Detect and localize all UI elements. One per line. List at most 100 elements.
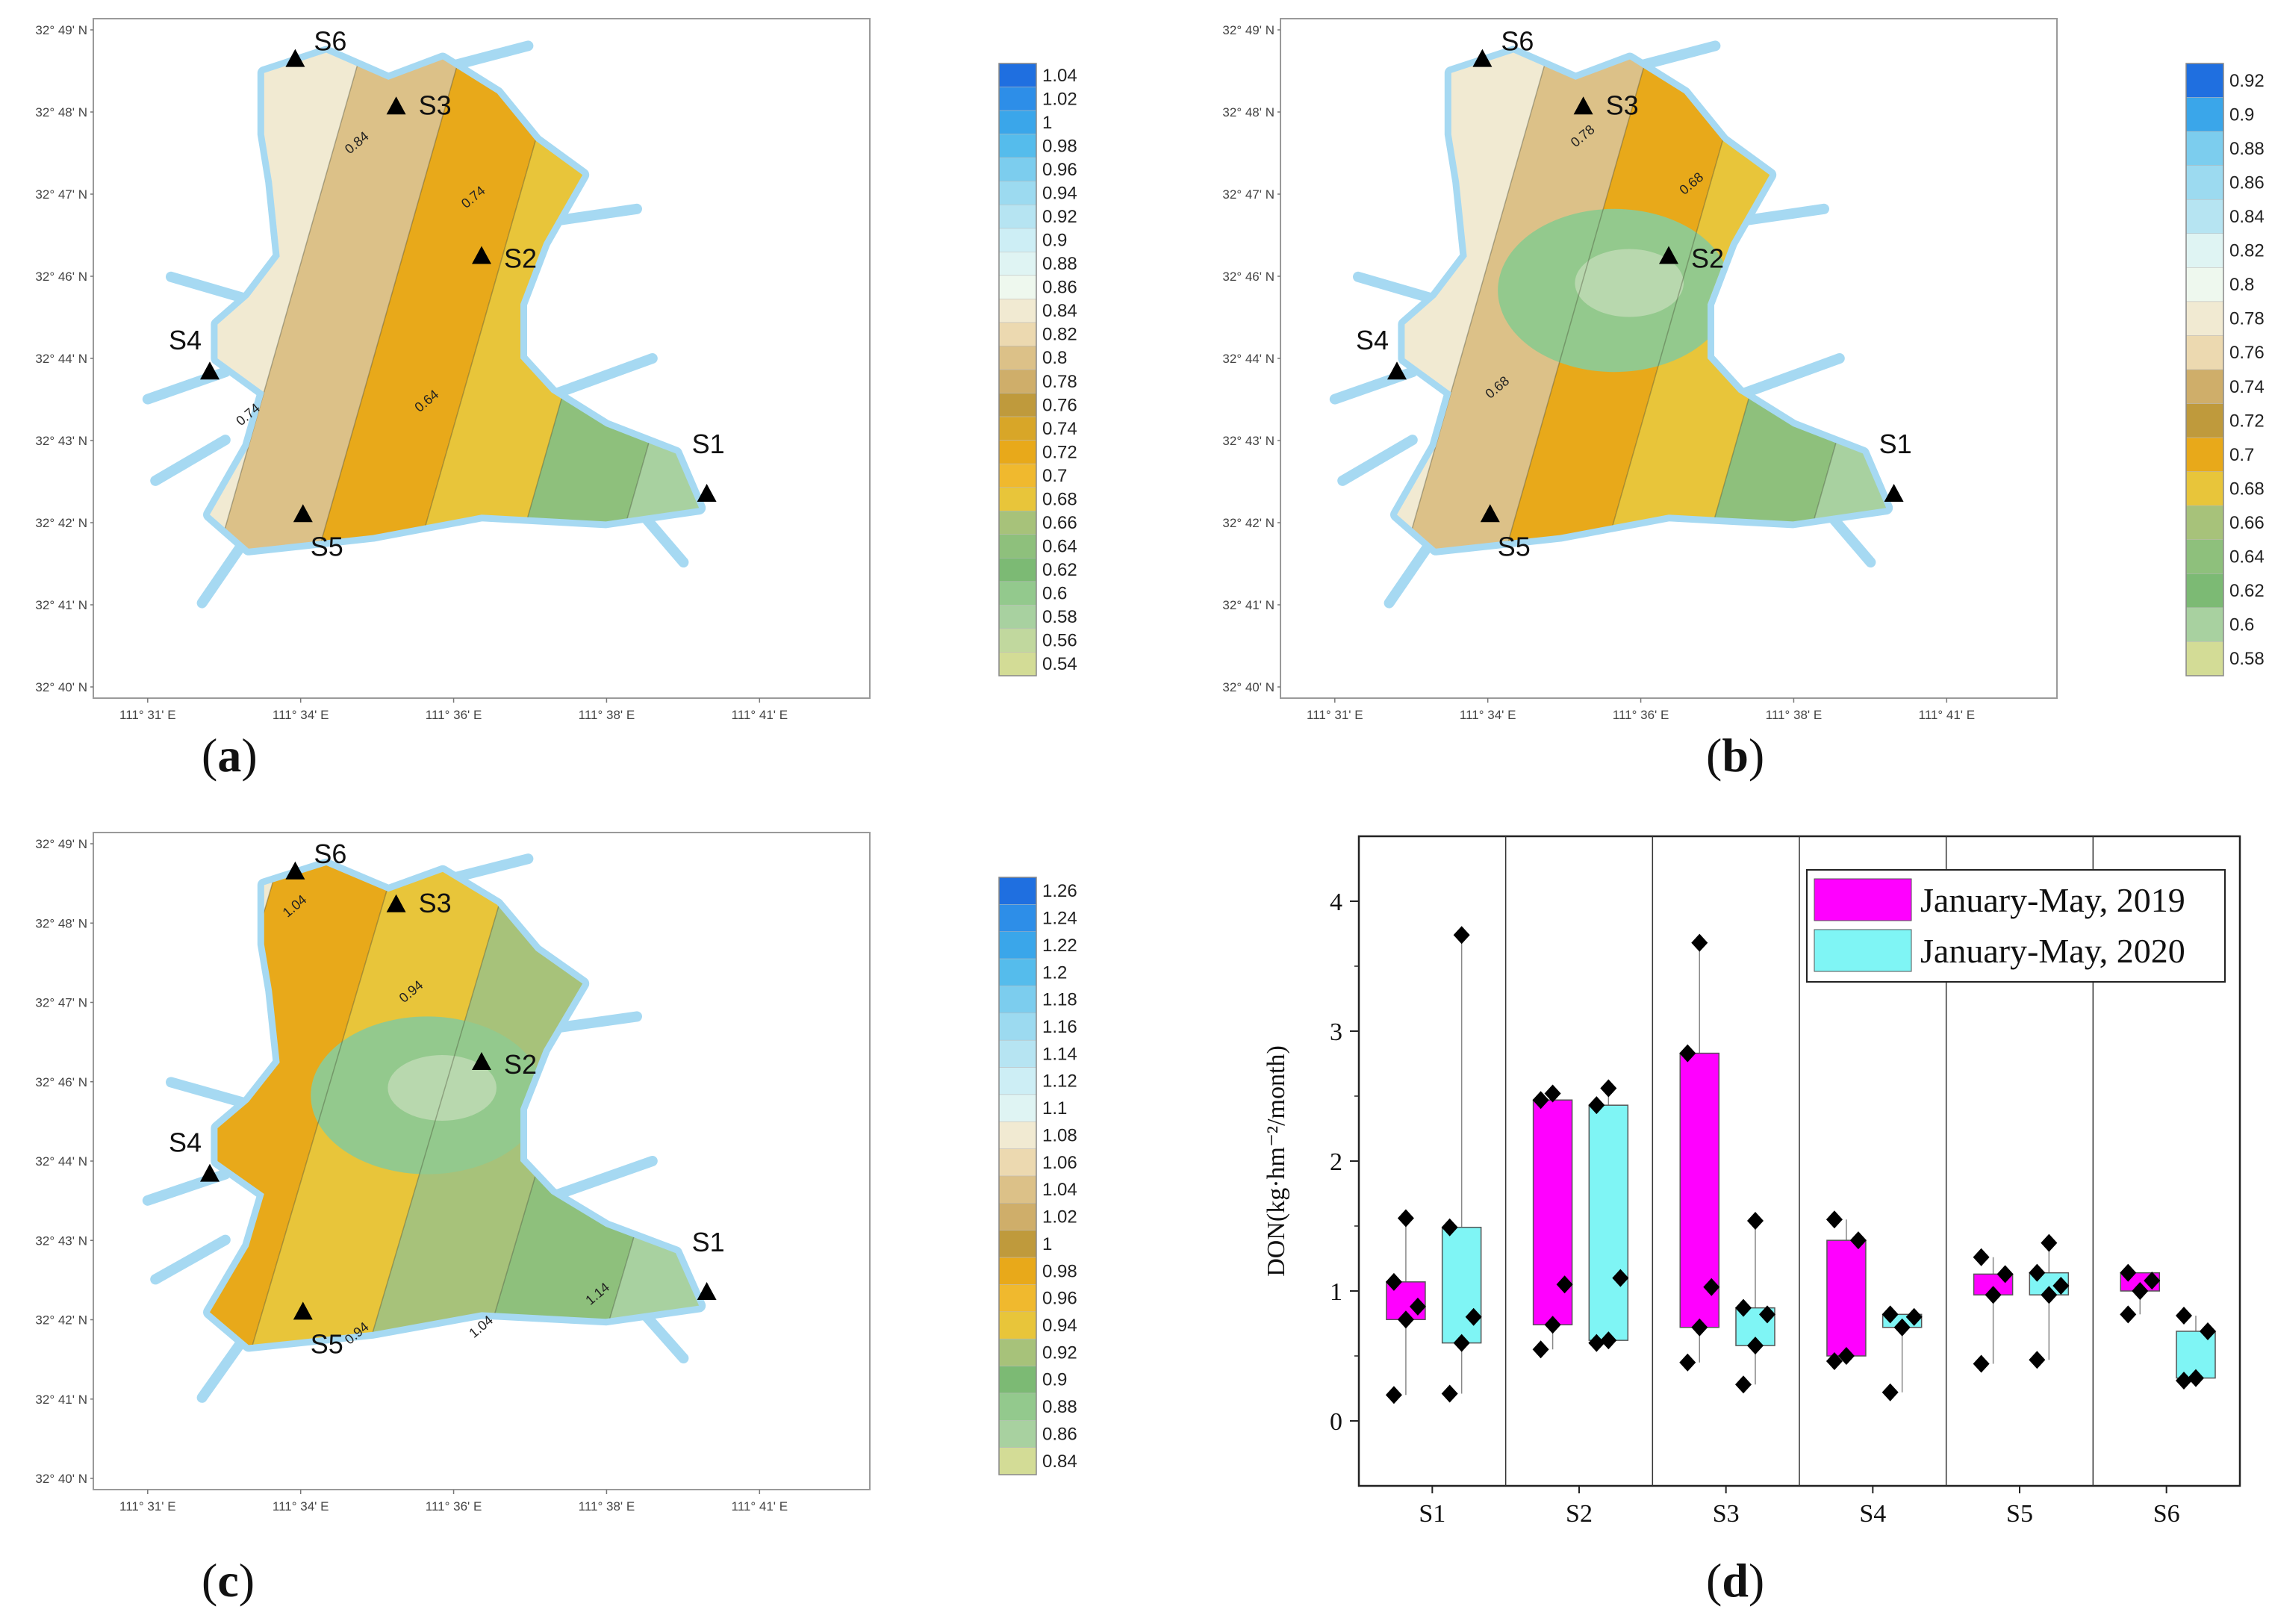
station-marker-s6 [1472,49,1493,67]
legend-label: 0.92 [1042,1343,1077,1363]
legend-label: 0.9 [1042,231,1067,251]
lat-tick-label: 32° 47' N [35,996,87,1010]
contour-band [210,52,471,549]
legend-frame [998,63,1037,676]
station-label-s3: S3 [419,90,452,120]
legend-swatch [998,931,1037,959]
legend-label: 0.98 [1042,1261,1077,1281]
legend-swatch [998,581,1037,606]
tributary-arm [632,1300,689,1363]
legend-swatch [998,958,1037,986]
data-point [2120,1263,2137,1282]
tributary-arm [1741,353,1845,398]
y-tick-label: 3 [1330,1018,1342,1046]
lat-tick-label: 32° 43' N [35,434,87,448]
data-point [1453,1334,1470,1352]
legend-swatch [998,1311,1037,1340]
data-point [2200,1322,2216,1340]
legend-label: 0.96 [1042,160,1077,180]
station-marker-s6 [285,861,305,880]
legend-swatch [998,63,1037,87]
station-label-s3: S3 [419,888,452,918]
data-point [1544,1316,1561,1334]
legend-label: 1.24 [1042,909,1077,929]
data-point [2132,1282,2149,1300]
station-marker-s3 [386,96,406,115]
lat-tick-label: 32° 42' N [35,516,87,530]
legend-swatch [998,1393,1037,1421]
lon-tick-label: 111° 31' E [119,1499,176,1513]
data-point [2188,1369,2204,1387]
legend-label: 0.74 [2229,377,2265,397]
legend-swatch [2185,301,2224,336]
lon-tick-label: 111° 31' E [1307,708,1363,722]
legend-label: 0.54 [1042,654,1077,674]
legend-label: 0.88 [1042,254,1077,274]
data-point [1985,1286,2002,1304]
legend-label: 0.68 [1042,489,1077,509]
legend-swatch [998,628,1037,653]
data-point [1612,1269,1629,1287]
station-label-s5: S5 [1498,531,1531,561]
data-point [1588,1096,1605,1115]
lat-tick-label: 32° 44' N [35,352,87,366]
legend-swatch [998,1230,1037,1258]
data-point [1735,1298,1752,1317]
lat-tick-label: 32° 46' N [1222,270,1274,284]
tributary-arm [445,853,534,884]
lat-tick-label: 32° 43' N [35,1233,87,1248]
station-label-s4: S4 [169,325,202,355]
legend-frame [998,877,1037,1475]
legend-label: 0.94 [1042,183,1077,203]
data-point [1600,1331,1617,1350]
station-marker-s2 [1659,246,1678,264]
legend-label: 0.6 [1042,584,1067,604]
legend-label: 0.94 [1042,1316,1077,1336]
station-marker-s4 [200,1163,220,1182]
tributary-arm [196,1326,254,1403]
data-point [1973,1354,1990,1373]
legend-label: 0.58 [2229,649,2265,669]
station-marker-s1 [697,484,717,502]
legend-swatch [2185,505,2224,541]
data-point [1544,1084,1561,1103]
station-label-s6: S6 [1501,26,1534,57]
legend-swatch [998,877,1037,905]
legend-swatch [998,652,1037,676]
box-s4-1 [1826,1239,1867,1357]
data-point [2029,1351,2046,1369]
data-point [1973,1248,1990,1266]
data-point [1996,1265,2014,1284]
data-point [1837,1347,1855,1365]
contour-line [1397,52,1559,549]
tributary-arm [1819,503,1876,567]
data-point [1385,1386,1402,1404]
legend-label: 0.7 [1042,466,1067,486]
contour-band [210,52,371,549]
legend-swatch [998,440,1037,464]
lat-tick-label: 32° 48' N [35,105,87,119]
lon-tick-label: 111° 34' E [1460,708,1516,722]
data-point [1409,1297,1426,1316]
legend-swatch [998,1148,1037,1177]
tributary-arm [196,529,254,609]
lon-tick-label: 111° 38' E [1766,708,1823,722]
legend-label: 1.16 [1042,1017,1077,1037]
box-s2-2 [1588,1104,1629,1341]
legend-swatch [998,393,1037,417]
station-label-s5: S5 [311,1328,343,1359]
legend-label: 0.84 [2229,207,2265,227]
lat-tick-label: 32° 40' N [1222,680,1274,694]
tributary-arm [538,1011,642,1035]
lat-tick-label: 32° 46' N [35,1075,87,1089]
x-tick-label: S1 [1419,1500,1445,1528]
legend-swatch [2185,63,2224,98]
legend-label: 0.82 [2229,241,2265,261]
legend-swatch [998,534,1037,559]
data-point [1532,1340,1549,1359]
caption-d: (d) [1706,1554,1765,1607]
data-point [1747,1212,1764,1231]
map-panel-a: 0.84 0.74 0.74 0.64 32° 49' N 32° 48' N 32° 47… [0,0,1135,791]
legend-swatch [2185,165,2224,200]
